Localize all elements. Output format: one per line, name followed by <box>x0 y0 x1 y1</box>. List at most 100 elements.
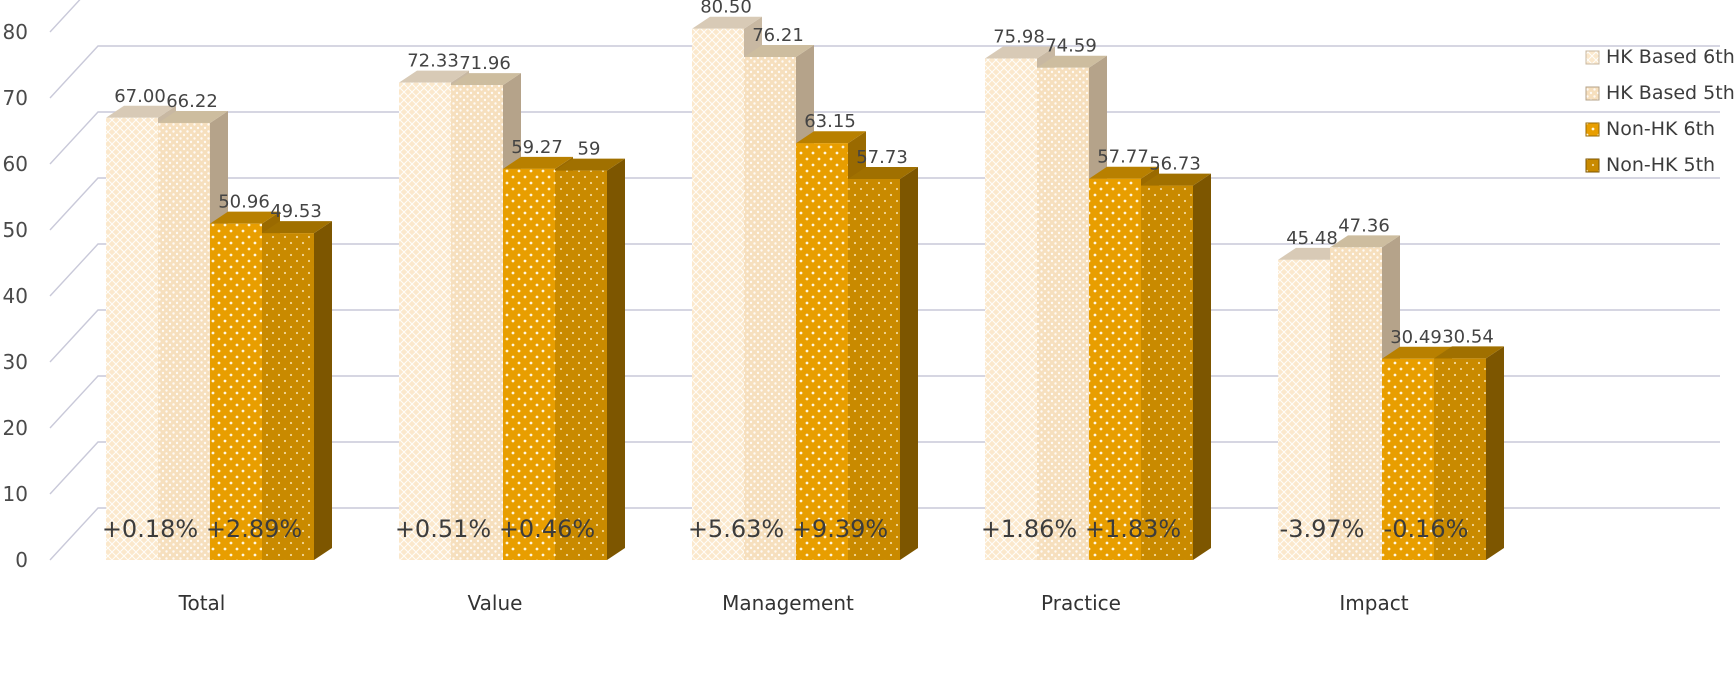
data-label: 57.73 <box>856 147 908 168</box>
change-label-non-hk: -0.16% <box>1384 515 1469 543</box>
bar-front <box>1037 67 1089 561</box>
data-label: 57.77 <box>1097 147 1149 168</box>
bar-top <box>796 131 866 144</box>
bar-front <box>1089 178 1141 560</box>
bar <box>1434 346 1504 560</box>
data-label: 76.21 <box>752 25 804 46</box>
legend: HK Based 6th HK Based 5th Non-HK 6th Non-HK… <box>1585 46 1734 176</box>
bar-front <box>796 143 848 560</box>
bar-front <box>1382 358 1434 560</box>
data-label: 63.15 <box>804 111 856 132</box>
bar-front <box>1434 358 1486 560</box>
data-label: 66.22 <box>166 91 218 112</box>
legend-swatch <box>1585 86 1600 101</box>
gridline <box>49 0 81 33</box>
bar-front <box>399 82 451 560</box>
bar-top <box>848 166 918 179</box>
bar-side <box>900 166 918 560</box>
value-labels: 67.00 66.22 50.96 49.53 +0.18% +2.89% 72.33 71.… <box>102 0 1494 543</box>
bar-front <box>158 122 210 560</box>
bar <box>1141 173 1211 560</box>
legend-swatch <box>1585 158 1600 173</box>
bar-top <box>451 73 521 86</box>
legend-swatch <box>1585 122 1600 137</box>
x-tick-label: Impact <box>1339 591 1408 615</box>
bar-top <box>503 156 573 169</box>
legend-label: Non-HK 6th <box>1606 118 1715 140</box>
bar-front <box>106 117 158 561</box>
bar-front <box>1278 259 1330 560</box>
legend-label: Non-HK 5th <box>1606 154 1715 176</box>
data-label: 75.98 <box>993 27 1045 48</box>
gridline <box>49 45 1720 99</box>
bar-group-management <box>692 16 918 561</box>
legend-item: Non-HK 5th <box>1585 154 1715 176</box>
bar-front <box>985 58 1037 560</box>
bar-front <box>692 28 744 560</box>
y-tick-label: 40 <box>3 284 28 308</box>
data-label: 56.73 <box>1149 154 1201 175</box>
legend-item: Non-HK 6th <box>1585 118 1715 140</box>
bar-top <box>1141 173 1211 186</box>
legend-item: HK Based 5th <box>1585 82 1734 104</box>
bar-top <box>985 46 1055 59</box>
y-tick-label: 30 <box>3 350 28 374</box>
change-label-non-hk: +0.46% <box>499 515 595 543</box>
y-tick-label: 70 <box>3 86 28 110</box>
change-label-hk: -3.97% <box>1280 515 1365 543</box>
bar-top <box>1037 55 1107 68</box>
bar <box>555 158 625 560</box>
x-tick-label: Value <box>468 591 523 615</box>
bar-group-impact <box>1278 235 1504 560</box>
y-tick-label: 10 <box>3 482 28 506</box>
bar-top <box>1382 346 1452 359</box>
data-label: 47.36 <box>1338 215 1390 236</box>
y-tick-label: 0 <box>15 548 28 572</box>
bar-front <box>1141 185 1193 560</box>
bar-front <box>744 57 796 560</box>
data-label: 72.33 <box>407 51 459 72</box>
x-tick-label: Practice <box>1041 591 1121 615</box>
y-tick-label: 50 <box>3 218 28 242</box>
bars <box>106 16 1504 561</box>
bar <box>848 166 918 560</box>
data-label: 30.49 <box>1390 327 1442 348</box>
data-label: 30.54 <box>1442 326 1494 347</box>
bar-front <box>555 170 607 560</box>
bar-side <box>314 221 332 561</box>
change-label-non-hk: +2.89% <box>206 515 302 543</box>
change-label-non-hk: +1.83% <box>1085 515 1181 543</box>
bar-top <box>1330 235 1400 248</box>
change-label-hk: +0.18% <box>102 515 198 543</box>
bar <box>262 221 332 561</box>
gridline <box>49 111 1720 165</box>
legend-swatch <box>1585 50 1600 65</box>
grid <box>49 0 1720 561</box>
bar-front <box>451 85 503 561</box>
bar-top <box>106 105 176 118</box>
bar-top <box>692 16 762 29</box>
data-label: 50.96 <box>218 192 270 213</box>
x-tick-label: Management <box>722 591 854 615</box>
data-label: 49.53 <box>270 201 322 222</box>
bar-top <box>262 221 332 234</box>
y-tick-label: 80 <box>3 20 28 44</box>
bar <box>985 46 1055 561</box>
bar-front <box>1330 247 1382 560</box>
y-axis: 0 10 20 30 40 50 60 70 80 <box>3 20 28 572</box>
data-label: 45.48 <box>1286 228 1338 249</box>
data-label: 59 <box>578 139 601 160</box>
bar-top <box>158 110 228 123</box>
data-label: 74.59 <box>1045 36 1097 57</box>
legend-item: HK Based 6th <box>1585 46 1734 68</box>
change-label-non-hk: +9.39% <box>792 515 888 543</box>
y-tick-label: 60 <box>3 152 28 176</box>
bar-top <box>1434 346 1504 359</box>
data-label: 71.96 <box>459 53 511 74</box>
bar-front <box>503 168 555 560</box>
data-label: 80.50 <box>700 0 752 18</box>
bar-side <box>607 158 625 560</box>
bar-group-total <box>106 105 332 561</box>
